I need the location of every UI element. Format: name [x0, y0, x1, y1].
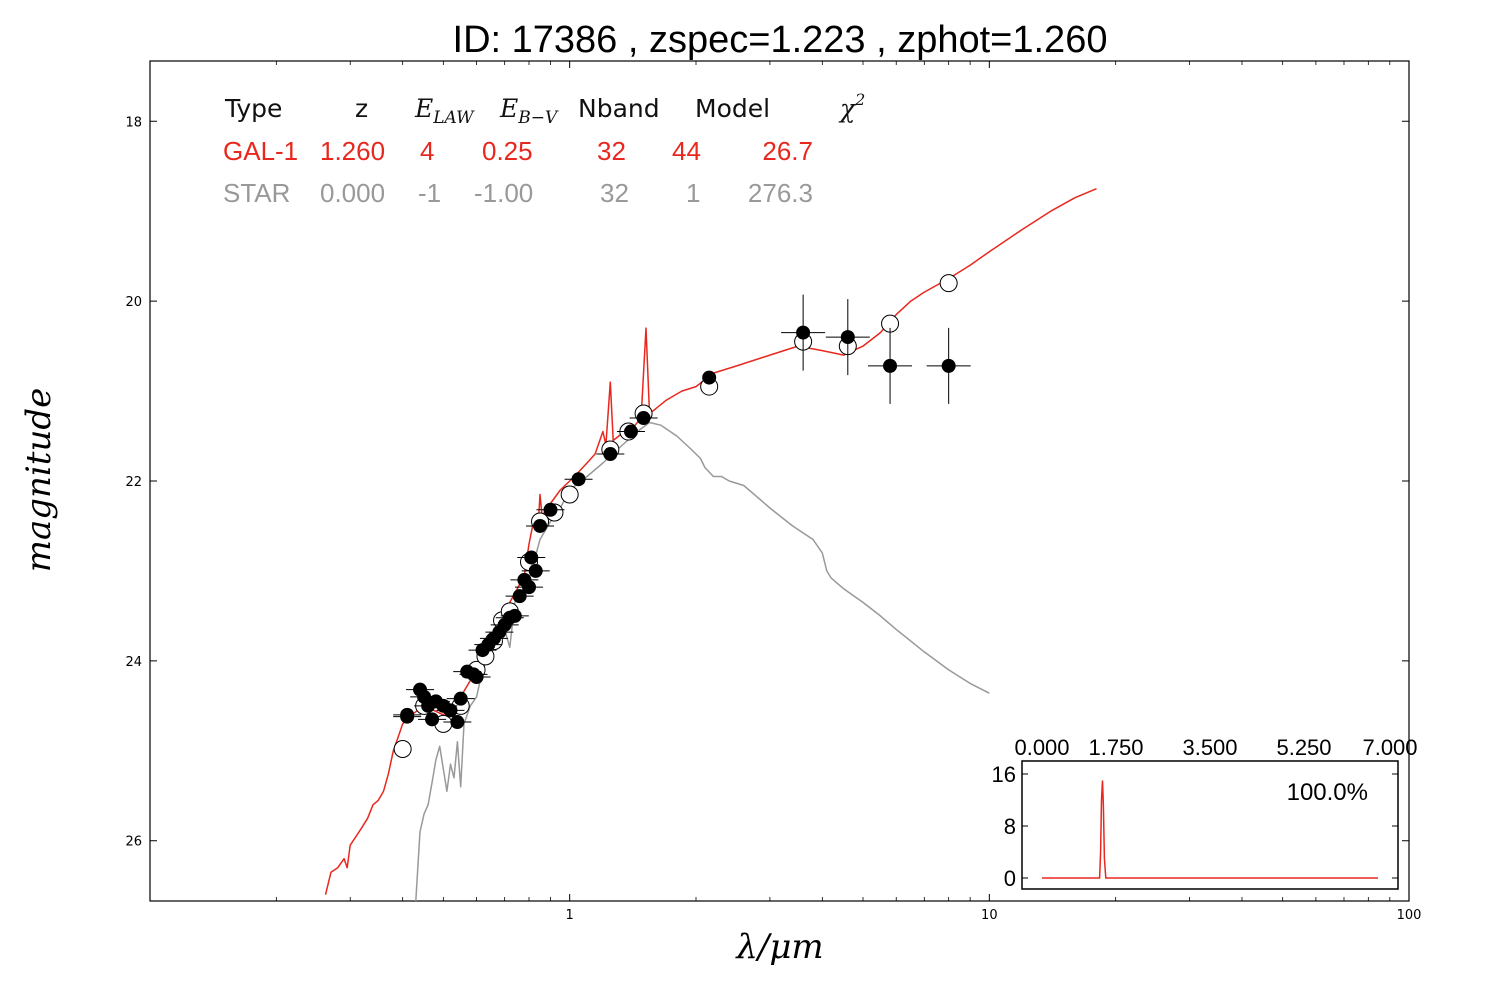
- inset-y-tick-label: 8: [1004, 814, 1016, 839]
- observed-point: [400, 707, 415, 722]
- photometry-points: [393, 274, 971, 759]
- table-cell: 26.7: [762, 136, 813, 166]
- table-header-sub: B−V: [517, 108, 559, 128]
- inset-x-tick-label: 1.750: [1088, 735, 1143, 760]
- table-header: z: [355, 94, 368, 123]
- observed-point: [512, 589, 527, 604]
- table-cell: 1: [686, 178, 700, 208]
- table-header: Model: [695, 94, 770, 123]
- sed-lines: [324, 188, 1097, 901]
- x-tick-label: 100: [1397, 908, 1422, 923]
- y-axis-label: magnitude: [19, 388, 59, 573]
- table-header-sup: 2: [854, 90, 865, 109]
- table-cell: -1.00: [474, 178, 533, 208]
- observed-point: [533, 518, 548, 533]
- inset-x-tick-label: 0.000: [1014, 735, 1069, 760]
- observed-point: [453, 691, 468, 706]
- inset-x-tick-label: 3.500: [1182, 735, 1237, 760]
- table-header: Nband: [578, 94, 660, 123]
- table-cell: 0.000: [320, 178, 385, 208]
- table-header: EB−V: [499, 94, 559, 128]
- pdz-line: [1042, 780, 1378, 879]
- sed-line-galaxy: [324, 188, 1097, 895]
- fit-table: Type z ELAW EB−V Nband Model χ2 GAL-1 1.260 4 0.25…: [223, 90, 865, 208]
- table-cell: 44: [672, 136, 701, 166]
- observed-point: [603, 447, 618, 462]
- x-tick-label: 10: [981, 908, 998, 923]
- observed-point: [636, 411, 651, 426]
- observed-point: [941, 358, 956, 373]
- table-header: χ2: [838, 90, 865, 123]
- observed-point: [425, 712, 440, 727]
- y-tick-label: 22: [125, 475, 142, 490]
- inset-y-tick-label: 16: [992, 762, 1016, 787]
- table-cell: 32: [597, 136, 626, 166]
- observed-point: [702, 370, 717, 385]
- table-cell: 0.25: [482, 136, 533, 166]
- observed-point: [443, 703, 458, 718]
- chart-title: ID: 17386 , zspec=1.223 , zphot=1.260: [453, 19, 1108, 61]
- observed-point: [543, 502, 558, 517]
- table-header-sub: LAW: [432, 108, 475, 128]
- observed-point: [524, 550, 539, 565]
- observed-point: [623, 424, 638, 439]
- x-tick-label: 1: [566, 908, 574, 923]
- table-cell: 32: [600, 178, 629, 208]
- sed-line-star: [415, 421, 990, 901]
- inset-frame: [1021, 760, 1399, 890]
- model-point: [393, 740, 412, 759]
- y-tick-label: 18: [125, 115, 142, 130]
- observed-point: [507, 608, 522, 623]
- y-tick-label: 20: [125, 295, 142, 310]
- observed-point: [796, 325, 811, 340]
- pdz-inset: 0.000 1.750 3.500 5.250 7.000 0 8 16 100.0%: [992, 735, 1418, 891]
- model-point: [939, 274, 958, 293]
- inset-y-tick-label: 0: [1004, 866, 1016, 891]
- table-cell: GAL-1: [223, 136, 298, 166]
- x-axis-label: λ/μm: [734, 927, 823, 967]
- y-tick-label: 26: [125, 835, 142, 850]
- y-tick-label: 24: [125, 655, 142, 670]
- model-point: [560, 485, 579, 504]
- observed-point: [571, 472, 586, 487]
- observed-point: [528, 563, 543, 578]
- observed-point: [469, 670, 484, 685]
- observed-point: [883, 358, 898, 373]
- table-cell: 1.260: [320, 136, 385, 166]
- table-cell: -1: [418, 178, 441, 208]
- inset-x-tick-label: 7.000: [1362, 735, 1417, 760]
- table-cell: STAR: [223, 178, 290, 208]
- table-cell: 276.3: [748, 178, 813, 208]
- observed-point: [521, 580, 536, 595]
- inset-probability-label: 100.0%: [1287, 779, 1368, 806]
- table-cell: 4: [420, 136, 434, 166]
- table-header: ELAW: [414, 94, 475, 128]
- observed-point: [450, 715, 465, 730]
- inset-x-tick-label: 5.250: [1276, 735, 1331, 760]
- observed-point: [840, 330, 855, 345]
- table-header: Type: [224, 94, 282, 123]
